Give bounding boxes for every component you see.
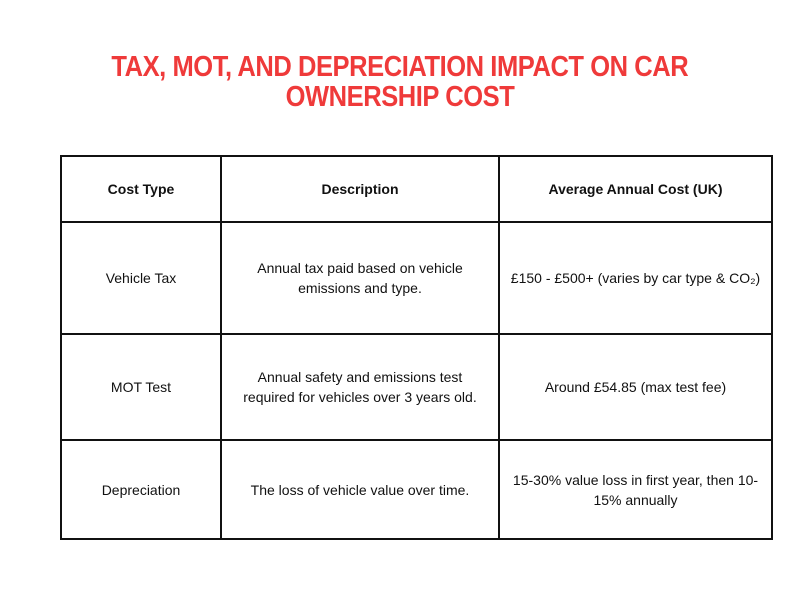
- table-row: MOT Test Annual safety and emissions tes…: [60, 333, 773, 441]
- table-row: Depreciation The loss of vehicle value o…: [60, 439, 773, 540]
- cell-description: Annual safety and emissions test require…: [220, 333, 500, 441]
- cell-cost: 15-30% value loss in first year, then 10…: [498, 439, 773, 540]
- cell-cost-type: Vehicle Tax: [60, 221, 222, 335]
- page-title: TAX, MOT, AND DEPRECIATION IMPACT ON CAR…: [0, 52, 800, 112]
- cell-cost: Around £54.85 (max test fee): [498, 333, 773, 441]
- cell-cost-type: Depreciation: [60, 439, 222, 540]
- cell-cost: £150 - £500+ (varies by car type & CO₂): [498, 221, 773, 335]
- cost-table: Cost Type Description Average Annual Cos…: [60, 155, 773, 540]
- cell-description: Annual tax paid based on vehicle emissio…: [220, 221, 500, 335]
- title-line-2: OWNERSHIP COST: [285, 81, 515, 113]
- header-cost-type: Cost Type: [60, 155, 222, 223]
- header-description: Description: [220, 155, 500, 223]
- title-line-1: TAX, MOT, AND DEPRECIATION IMPACT ON CAR: [111, 51, 689, 83]
- header-average-annual-cost: Average Annual Cost (UK): [498, 155, 773, 223]
- cell-description: The loss of vehicle value over time.: [220, 439, 500, 540]
- table-header-row: Cost Type Description Average Annual Cos…: [60, 155, 773, 223]
- table-row: Vehicle Tax Annual tax paid based on veh…: [60, 221, 773, 335]
- cell-cost-type: MOT Test: [60, 333, 222, 441]
